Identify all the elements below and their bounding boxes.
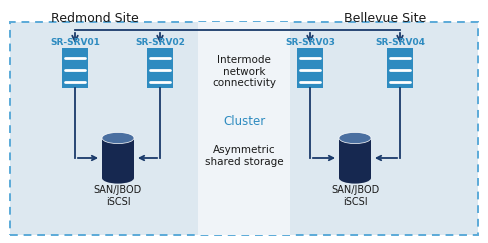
Ellipse shape — [102, 172, 134, 184]
Text: Cluster: Cluster — [223, 115, 265, 128]
Bar — [297, 48, 323, 88]
Text: Bellevue Site: Bellevue Site — [344, 12, 426, 25]
Bar — [102, 138, 134, 178]
Ellipse shape — [339, 172, 371, 184]
Bar — [198, 22, 290, 235]
Bar — [62, 48, 88, 88]
Bar — [147, 48, 173, 88]
Text: SR-SRV03: SR-SRV03 — [285, 38, 335, 47]
Text: SR-SRV04: SR-SRV04 — [375, 38, 425, 47]
Text: SAN/JBOD
iSCSI: SAN/JBOD iSCSI — [331, 185, 379, 207]
Ellipse shape — [339, 132, 371, 144]
Text: Redmond Site: Redmond Site — [51, 12, 139, 25]
Ellipse shape — [102, 132, 134, 144]
Bar — [10, 22, 478, 235]
Text: Asymmetric
shared storage: Asymmetric shared storage — [204, 145, 284, 167]
Bar — [387, 48, 413, 88]
Text: Intermode
network
connectivity: Intermode network connectivity — [212, 55, 276, 88]
Text: SR-SRV02: SR-SRV02 — [135, 38, 185, 47]
Text: SAN/JBOD
iSCSI: SAN/JBOD iSCSI — [94, 185, 142, 207]
Text: SR-SRV01: SR-SRV01 — [50, 38, 100, 47]
Bar — [339, 138, 371, 178]
